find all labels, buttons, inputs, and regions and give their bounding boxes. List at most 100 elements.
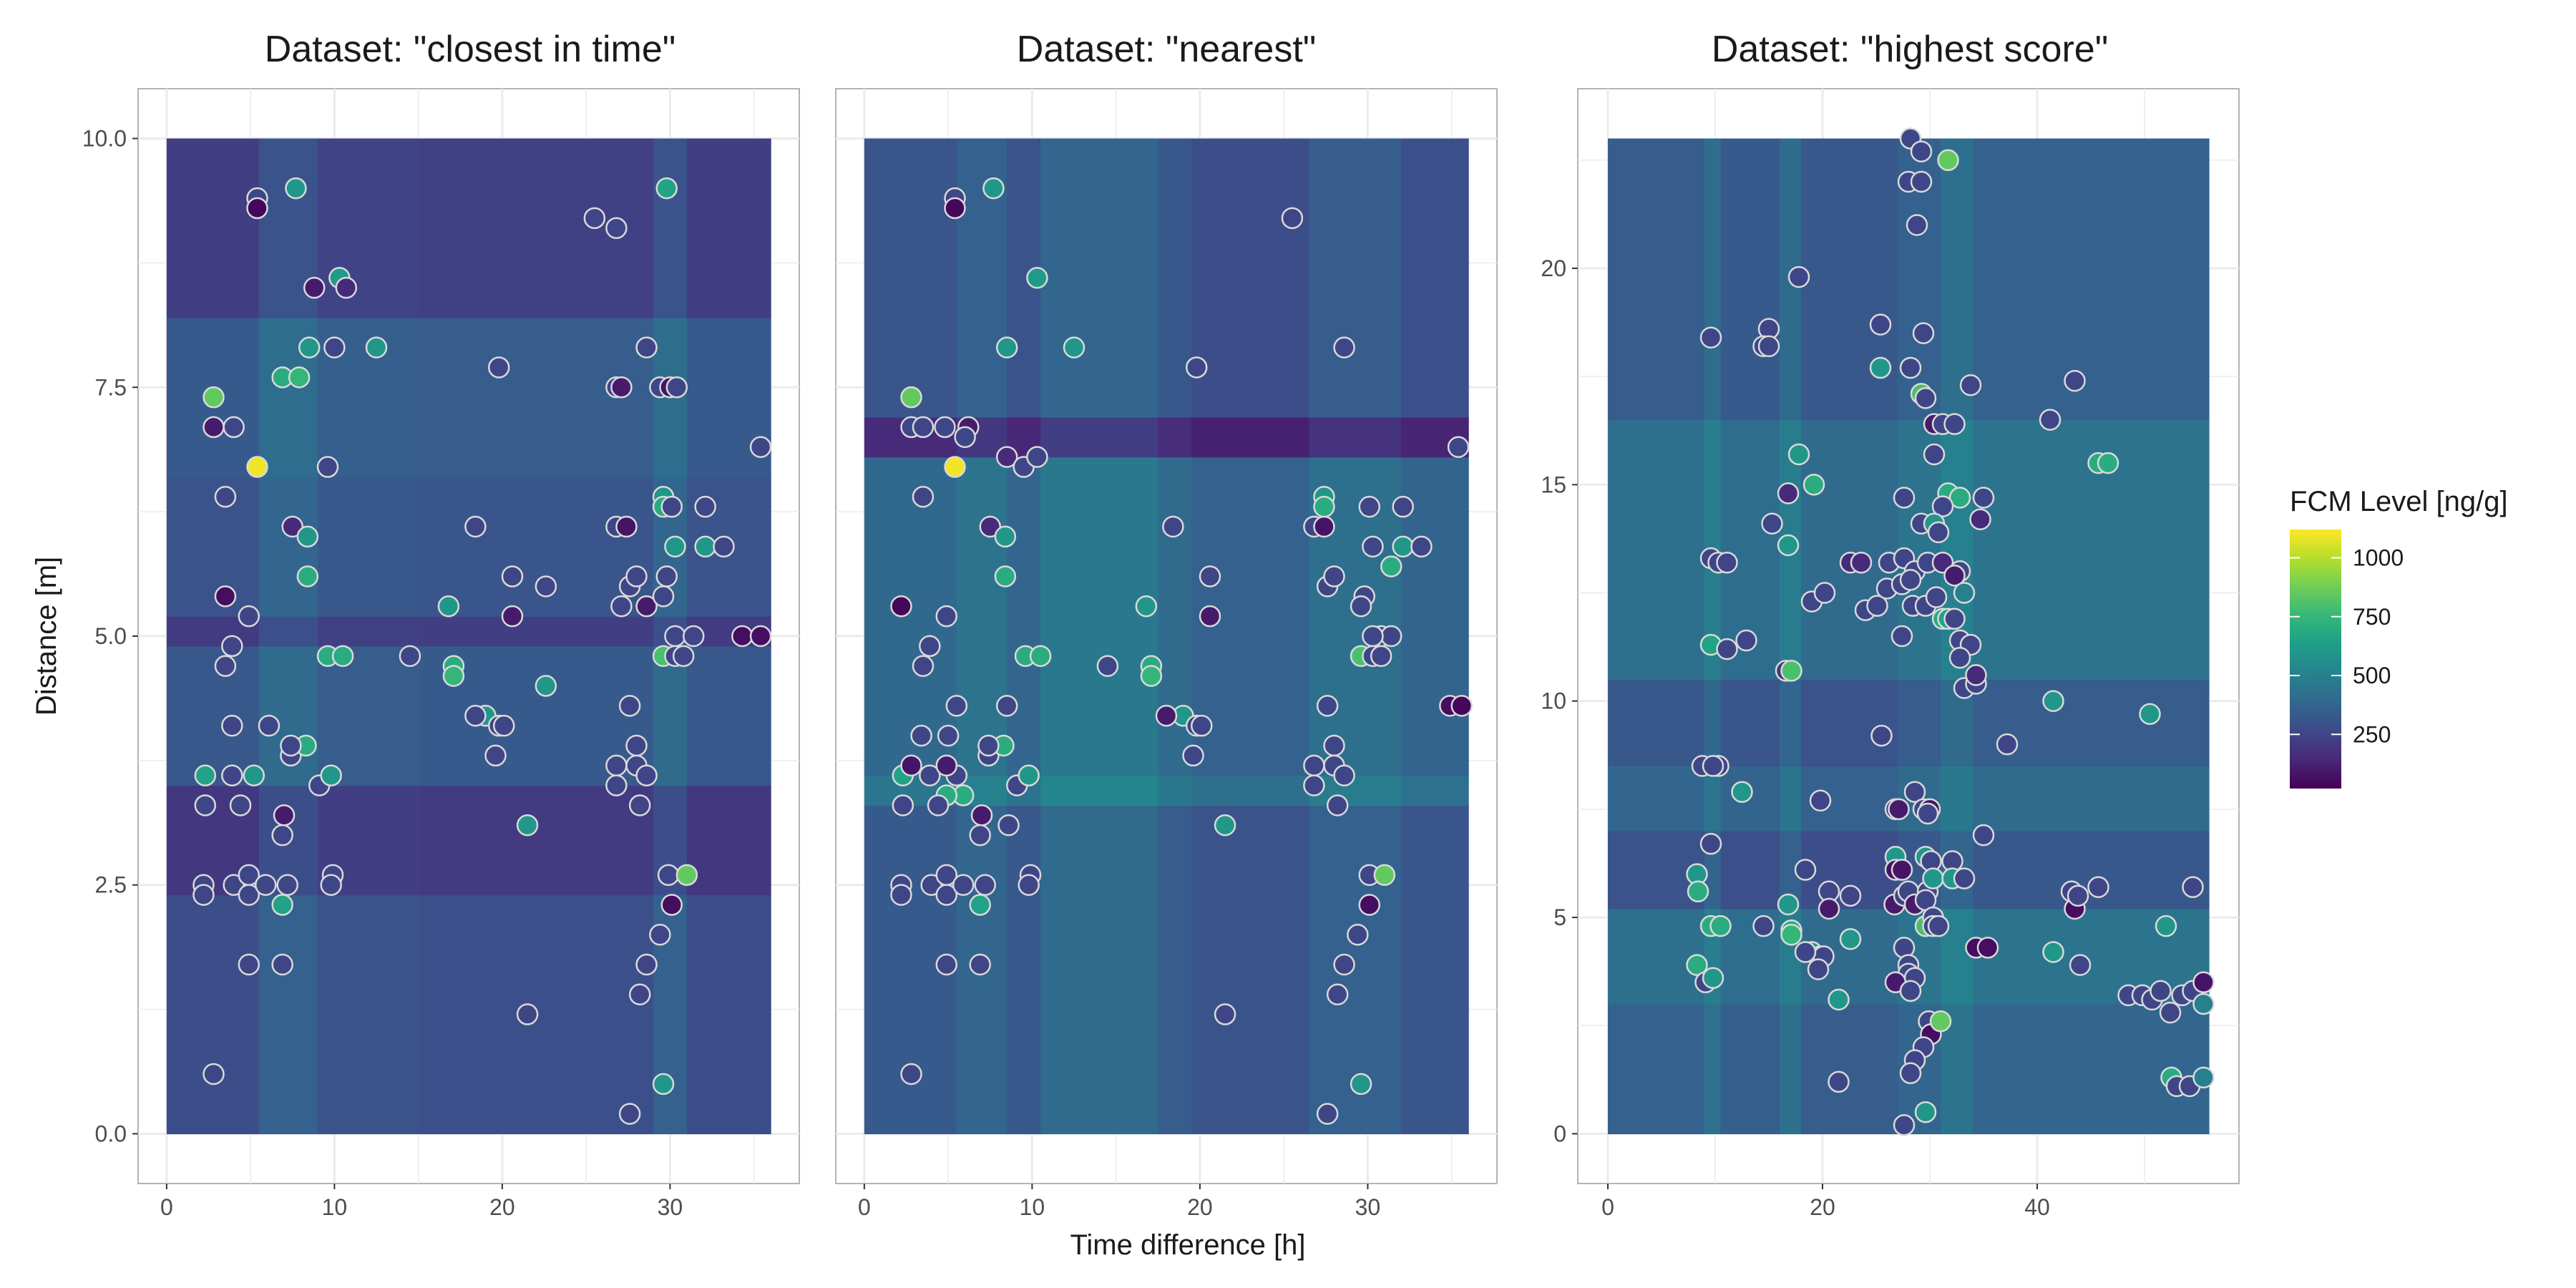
data-point bbox=[1937, 149, 1959, 172]
data-point bbox=[919, 635, 941, 658]
data-point bbox=[1813, 582, 1836, 604]
data-point bbox=[1358, 495, 1381, 518]
data-point bbox=[1870, 724, 1893, 747]
data-point bbox=[1802, 474, 1825, 496]
data-point bbox=[399, 645, 421, 668]
data-point bbox=[2155, 914, 2177, 937]
data-point bbox=[583, 207, 606, 230]
data-point bbox=[1026, 446, 1048, 468]
data-point bbox=[221, 714, 243, 737]
data-point bbox=[979, 515, 1002, 538]
heatmap-cell bbox=[1309, 138, 1402, 418]
data-points bbox=[890, 177, 1473, 1125]
heatmap-cell bbox=[686, 138, 771, 318]
y-tick-label: 10 bbox=[1541, 688, 1566, 714]
data-point bbox=[1018, 874, 1040, 896]
data-point bbox=[1096, 655, 1119, 677]
data-point bbox=[1893, 1114, 1916, 1136]
data-point bbox=[2192, 1066, 2215, 1089]
data-point bbox=[2182, 876, 2204, 899]
data-point bbox=[615, 515, 638, 538]
heatmap-cell bbox=[1309, 417, 1402, 458]
data-point bbox=[1447, 436, 1470, 458]
colorbar bbox=[2290, 530, 2341, 789]
heatmap-cell bbox=[1720, 679, 1780, 767]
data-point bbox=[969, 824, 991, 847]
data-point bbox=[1914, 387, 1937, 409]
data-point bbox=[1686, 954, 1708, 976]
data-point bbox=[323, 336, 346, 358]
data-point bbox=[1929, 1010, 1952, 1033]
data-point bbox=[1347, 924, 1369, 946]
data-point bbox=[516, 814, 539, 836]
data-point bbox=[2150, 980, 2172, 1002]
data-point bbox=[1976, 937, 1999, 959]
data-point bbox=[1185, 356, 1208, 379]
data-point bbox=[1777, 893, 1800, 916]
data-point bbox=[1903, 781, 1926, 803]
y-axis-ticks: 0.0 2.5 5.0 7.5 10.0 bbox=[82, 126, 138, 1146]
y-tick-label: 15 bbox=[1541, 472, 1566, 497]
data-point bbox=[683, 625, 705, 648]
heatmap-cell bbox=[1158, 775, 1192, 806]
heatmap-cell bbox=[1720, 831, 1780, 909]
panel-nearest: Dataset: "nearest" 0 10 20 30 bbox=[835, 29, 1498, 1220]
data-point bbox=[335, 276, 358, 299]
data-point bbox=[1953, 582, 1976, 604]
data-point bbox=[203, 386, 225, 409]
data-point bbox=[1912, 322, 1935, 344]
data-point bbox=[1752, 914, 1775, 937]
data-point bbox=[1757, 335, 1780, 358]
data-point bbox=[2042, 690, 2064, 712]
data-point bbox=[246, 197, 268, 220]
data-point bbox=[214, 585, 237, 608]
data-point bbox=[952, 874, 975, 896]
data-point bbox=[1839, 928, 1862, 950]
panel-title: Dataset: "nearest" bbox=[1017, 29, 1316, 70]
data-points bbox=[1686, 127, 2215, 1136]
data-point bbox=[974, 874, 996, 896]
data-point bbox=[203, 416, 225, 439]
data-point bbox=[1316, 1103, 1339, 1125]
data-point bbox=[610, 376, 633, 399]
data-point bbox=[672, 645, 695, 668]
data-point bbox=[2087, 876, 2109, 899]
data-point bbox=[1931, 495, 1954, 517]
data-point bbox=[635, 953, 658, 976]
data-point bbox=[331, 645, 354, 668]
heatmap-cell bbox=[1608, 138, 1705, 421]
data-point bbox=[1890, 859, 1913, 881]
data-point bbox=[618, 695, 641, 717]
data-point bbox=[243, 764, 265, 786]
data-point bbox=[1818, 897, 1840, 920]
data-point bbox=[1893, 487, 1916, 509]
data-point bbox=[969, 953, 991, 976]
heatmap-cell bbox=[1898, 679, 1941, 767]
data-point bbox=[1927, 521, 1950, 544]
data-point bbox=[487, 356, 510, 379]
heatmap-cell bbox=[1608, 1004, 1705, 1135]
y-tick-label: 20 bbox=[1541, 255, 1566, 281]
data-point bbox=[1450, 695, 1473, 717]
x-tick-label: 10 bbox=[322, 1194, 348, 1220]
heatmap-cell bbox=[1191, 775, 1309, 806]
data-point bbox=[1190, 714, 1213, 737]
heatmap-cell bbox=[1801, 1004, 1898, 1135]
data-point bbox=[900, 1063, 922, 1085]
data-point bbox=[484, 744, 507, 767]
data-point bbox=[271, 953, 293, 976]
data-point bbox=[1866, 595, 1888, 617]
data-point bbox=[221, 635, 243, 658]
colorbar-tick-label: 750 bbox=[2353, 604, 2391, 630]
data-point bbox=[1899, 1062, 1922, 1085]
heatmap-cell bbox=[653, 645, 688, 786]
heatmap-cell bbox=[1007, 805, 1041, 1135]
data-point bbox=[1699, 326, 1722, 348]
data-point bbox=[281, 515, 304, 538]
data-point bbox=[1350, 595, 1372, 618]
data-point bbox=[1392, 495, 1414, 518]
data-point bbox=[1380, 625, 1402, 648]
data-point bbox=[303, 276, 326, 299]
data-point bbox=[1392, 535, 1414, 558]
